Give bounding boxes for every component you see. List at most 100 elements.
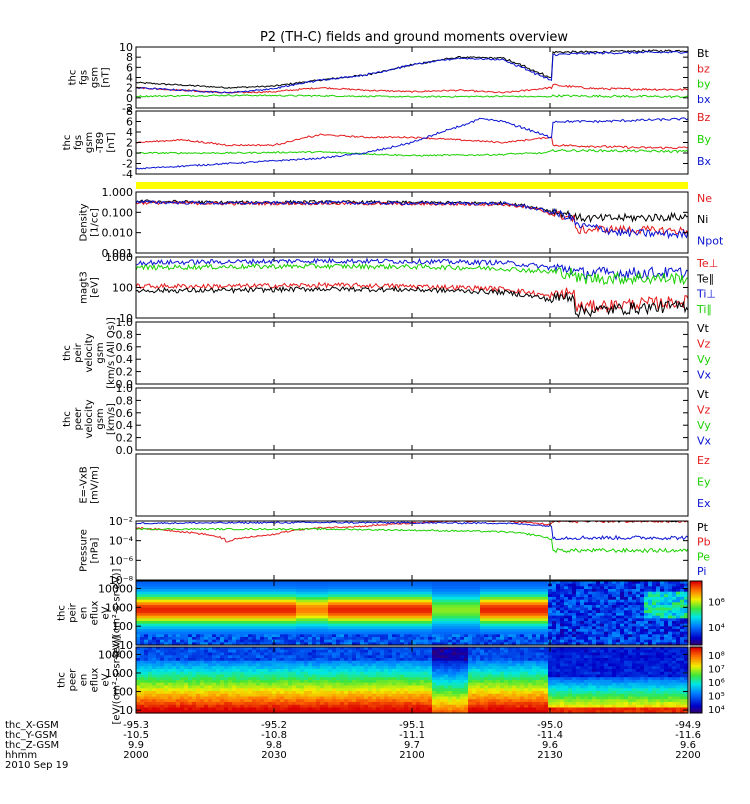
y-axis-label-line: [nT]	[106, 132, 117, 152]
y-axis-label-line: -T89	[95, 132, 106, 154]
y-axis-label-line: thc	[62, 135, 73, 151]
legend-entry-Vz: Vz	[697, 338, 711, 351]
legend-entry-Vy: Vy	[697, 419, 711, 432]
colorbar-tick-label: 10⁴	[708, 623, 725, 634]
legend-entry-Ni: Ni	[697, 213, 708, 226]
legend-entry-Vx: Vx	[697, 435, 712, 448]
legend-entry-Pi: Pi	[697, 565, 706, 578]
y-axis-label-line: Pressure	[79, 529, 90, 572]
y-axis-label-line: thc	[62, 345, 73, 361]
y-axis-label-line: gsm	[90, 67, 101, 88]
quality-flag-bar	[136, 182, 688, 189]
y-tick-label: 0.6	[116, 407, 134, 420]
panel-1	[136, 50, 688, 98]
legend-entry-bx: bx	[697, 93, 711, 106]
y-tick-label: 0.4	[116, 353, 134, 366]
legend-entry-Vz: Vz	[697, 404, 711, 417]
y-axis-label-line: [1/cc]	[90, 208, 101, 237]
y-tick-label: 1.000	[102, 186, 134, 199]
legend-entry-By: By	[697, 133, 712, 146]
colorbar-tick-label: 10⁶	[708, 597, 725, 608]
y-tick-label: 0.2	[116, 432, 134, 445]
legend-entry-Te: Te⊥	[696, 257, 718, 270]
panel-2	[136, 118, 688, 169]
legend-entry-Pb: Pb	[697, 536, 711, 549]
y-tick-label: 8	[126, 105, 133, 118]
series-line-Pe-panel-8	[136, 528, 688, 552]
series-line-Ne-panel-3	[136, 201, 688, 234]
y-axis-label-line: [km/s]	[106, 403, 117, 435]
y-tick-label: 0.010	[102, 227, 134, 240]
legend-entry-Npot: Npot	[697, 234, 724, 247]
legend-entry-Vt: Vt	[697, 388, 710, 401]
y-axis-label-line: gsm	[95, 342, 106, 363]
y-axis-label-line: peir	[68, 602, 79, 622]
y-axis-label-line: [mV/m]	[90, 466, 101, 504]
legend-entry-Ey: Ey	[697, 476, 711, 489]
panel-frame-1	[136, 47, 688, 108]
figure-title: P2 (TH-C) fields and ground moments over…	[260, 30, 568, 45]
y-axis-label-line: velocity	[84, 333, 95, 372]
y-axis-label-line: fgs	[73, 135, 84, 150]
y-axis-label-line: gsm	[84, 132, 95, 153]
legend-entry-Vy: Vy	[697, 353, 711, 366]
panel-4	[136, 259, 688, 317]
legend-entry-Bx: Bx	[697, 155, 712, 168]
series-line-By-panel-2	[136, 149, 688, 156]
y-axis-label-line: fgs	[79, 70, 90, 85]
legend-entry-Bt: Bt	[697, 47, 710, 60]
series-line-Npot-panel-3	[136, 201, 688, 238]
y-axis-label-line: peir	[73, 342, 84, 362]
spectrogram-9	[136, 581, 689, 646]
panel-frame-7	[136, 454, 688, 516]
y-tick-label: 0.100	[102, 206, 134, 219]
y-axis-label-line: [nT]	[101, 67, 112, 87]
y-axis-label-line: eV	[101, 606, 112, 619]
legend-entry-Pt: Pt	[697, 521, 709, 534]
legend-entry-Ne: Ne	[697, 192, 712, 205]
panel-frame-5	[136, 322, 688, 384]
series-line-by-panel-1	[136, 95, 688, 98]
series-line-bz-panel-1	[136, 84, 688, 93]
legend-entry-Vt: Vt	[697, 322, 710, 335]
y-axis-label-line: thc	[57, 605, 68, 621]
series-line-Te-panel-4	[136, 287, 688, 317]
y-axis-label-line: E=-VxB	[79, 466, 90, 503]
y-axis-label-line: en	[79, 607, 90, 620]
y-axis-label-line: Density	[79, 203, 90, 241]
y-tick-label: 0.0	[116, 444, 134, 457]
series-line-Bt-panel-1	[136, 50, 688, 88]
y-tick-label: 10⁻⁴	[109, 535, 134, 548]
y-axis-label-line: thc	[62, 411, 73, 427]
y-tick-label: 0.4	[116, 419, 134, 432]
legend-entry-Ti: Ti∥	[696, 303, 712, 316]
y-tick-label: 0.6	[116, 341, 134, 354]
y-tick-label: 1000	[105, 251, 133, 264]
y-axis-label-line: [km/s (All Qs)]	[106, 317, 117, 389]
legend-entry-Ti: Ti⊥	[696, 288, 716, 301]
y-tick-label: 1.0	[116, 382, 134, 395]
spectrogram-10	[136, 647, 689, 714]
y-tick-label: 1.0	[116, 316, 134, 329]
legend-entry-Ex: Ex	[697, 497, 711, 510]
colorbar-9	[690, 581, 702, 646]
y-axis-label-line: gsm	[95, 408, 106, 429]
y-tick-label: 10⁻⁶	[109, 554, 134, 567]
panel-frame-3	[136, 192, 688, 253]
y-tick-label: 10⁻²	[109, 515, 133, 528]
y-axis-label-line: magt3	[79, 271, 90, 304]
y-axis-label-line: peer	[73, 407, 84, 431]
legend-entry-Ez: Ez	[697, 454, 710, 467]
y-tick-label: 10	[119, 41, 133, 54]
y-axis-label-line: [nPa]	[90, 537, 101, 563]
series-line-Bz-panel-2	[136, 134, 688, 149]
y-tick-label: 0.8	[116, 328, 134, 341]
y-axis-label-line: velocity	[84, 399, 95, 438]
legend-entry-Te: Te∥	[696, 272, 714, 285]
y-tick-label: 0.2	[116, 366, 134, 379]
legend-entry-Vx: Vx	[697, 369, 712, 382]
panel-frame-6	[136, 388, 688, 450]
panel-3	[136, 200, 688, 238]
